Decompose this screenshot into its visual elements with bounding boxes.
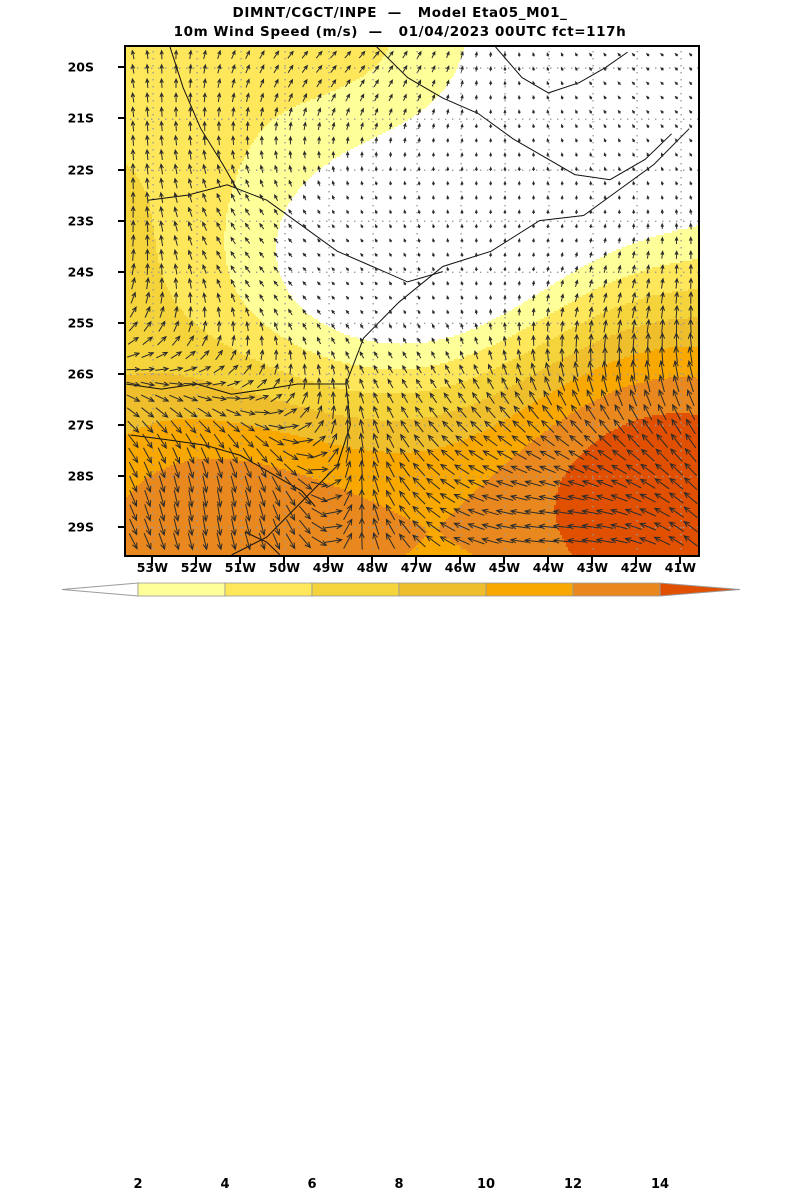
colorbar-tick-10: 10 bbox=[476, 1177, 496, 1192]
lon-tick bbox=[283, 557, 286, 564]
lon-tick bbox=[415, 557, 418, 564]
speed-colorbar[interactable]: 2 4 6 8 10 12 14 bbox=[0, 578, 800, 1192]
lat-label-27S: 27S bbox=[67, 417, 94, 433]
lat-tick bbox=[118, 219, 126, 222]
lat-tick bbox=[118, 66, 126, 69]
lon-label-46W: 46W bbox=[444, 560, 476, 575]
lon-label-42W: 42W bbox=[620, 560, 652, 575]
lat-tick bbox=[118, 270, 126, 273]
colorbar-tick-4: 4 bbox=[220, 1177, 230, 1192]
colorbar-tick-2: 2 bbox=[133, 1177, 143, 1192]
lon-tick bbox=[635, 557, 638, 564]
lon-tick bbox=[151, 557, 154, 564]
lat-tick bbox=[118, 168, 126, 171]
lon-tick bbox=[371, 557, 374, 564]
lon-label-41W: 41W bbox=[664, 560, 696, 575]
lon-tick bbox=[327, 557, 330, 564]
lat-label-28S: 28S bbox=[67, 468, 94, 484]
title-line-2: 10m Wind Speed (m/s) — 01/04/2023 00UTC … bbox=[173, 24, 627, 40]
lat-tick bbox=[118, 372, 126, 375]
lat-label-23S: 23S bbox=[67, 213, 94, 229]
map-plot-area[interactable] bbox=[124, 45, 700, 557]
lon-label-50W: 50W bbox=[268, 560, 300, 575]
colorbar-swatches bbox=[61, 582, 741, 597]
lat-label-22S: 22S bbox=[67, 162, 94, 178]
lon-tick bbox=[679, 557, 682, 564]
lat-label-29S: 29S bbox=[67, 519, 94, 535]
lon-label-53W: 53W bbox=[136, 560, 168, 575]
lon-tick bbox=[459, 557, 462, 564]
lon-label-44W: 44W bbox=[532, 560, 564, 575]
lat-label-20S: 20S bbox=[67, 59, 94, 75]
lat-label-24S: 24S bbox=[67, 264, 94, 280]
lat-label-26S: 26S bbox=[67, 366, 94, 382]
lon-tick bbox=[195, 557, 198, 564]
lat-tick bbox=[118, 321, 126, 324]
lon-label-52W: 52W bbox=[180, 560, 212, 575]
colorbar-tick-6: 6 bbox=[307, 1177, 317, 1192]
lat-tick bbox=[118, 117, 126, 120]
colorbar-tick-14: 14 bbox=[650, 1177, 670, 1192]
lat-label-25S: 25S bbox=[67, 315, 94, 331]
lon-tick bbox=[591, 557, 594, 564]
lat-label-21S: 21S bbox=[67, 110, 94, 126]
lon-tick bbox=[239, 557, 242, 564]
wind-speed-map-figure: DIMNT/CGCT/INPE — Model Eta05_M01_ 10m W… bbox=[0, 4, 800, 1192]
wind-field-canvas bbox=[126, 47, 698, 555]
lon-label-48W: 48W bbox=[356, 560, 388, 575]
lon-label-45W: 45W bbox=[488, 560, 520, 575]
figure-title: DIMNT/CGCT/INPE — Model Eta05_M01_ 10m W… bbox=[0, 4, 800, 42]
colorbar-tick-8: 8 bbox=[394, 1177, 404, 1192]
lon-tick bbox=[547, 557, 550, 564]
lat-tick bbox=[118, 423, 126, 426]
lon-label-51W: 51W bbox=[224, 560, 256, 575]
lat-tick bbox=[118, 474, 126, 477]
lat-tick bbox=[118, 525, 126, 528]
lon-label-43W: 43W bbox=[576, 560, 608, 575]
lon-label-49W: 49W bbox=[312, 560, 344, 575]
lon-label-47W: 47W bbox=[400, 560, 432, 575]
title-line-1: DIMNT/CGCT/INPE — Model Eta05_M01_ bbox=[232, 5, 568, 21]
lon-tick bbox=[503, 557, 506, 564]
colorbar-tick-12: 12 bbox=[563, 1177, 583, 1192]
